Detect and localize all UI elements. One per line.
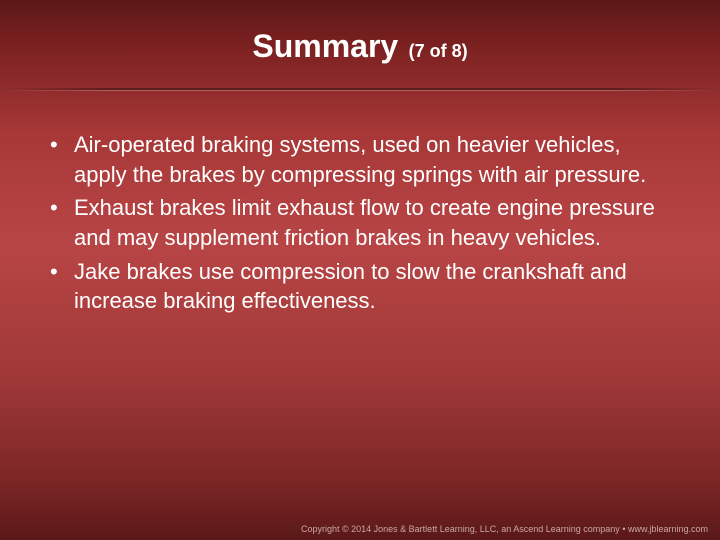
slide-body: Air-operated braking systems, used on he… [48, 130, 660, 320]
bullet-item: Air-operated braking systems, used on he… [48, 130, 660, 189]
copyright-footer: Copyright © 2014 Jones & Bartlett Learni… [301, 524, 708, 534]
title-block: Summary (7 of 8) [0, 0, 720, 65]
slide-title: Summary [252, 28, 398, 64]
bullet-list: Air-operated braking systems, used on he… [48, 130, 660, 316]
slide-subtitle: (7 of 8) [409, 41, 468, 61]
bullet-item: Exhaust brakes limit exhaust flow to cre… [48, 193, 660, 252]
slide-container: Summary (7 of 8) Air-operated braking sy… [0, 0, 720, 540]
bullet-item: Jake brakes use compression to slow the … [48, 257, 660, 316]
title-divider [0, 88, 720, 90]
